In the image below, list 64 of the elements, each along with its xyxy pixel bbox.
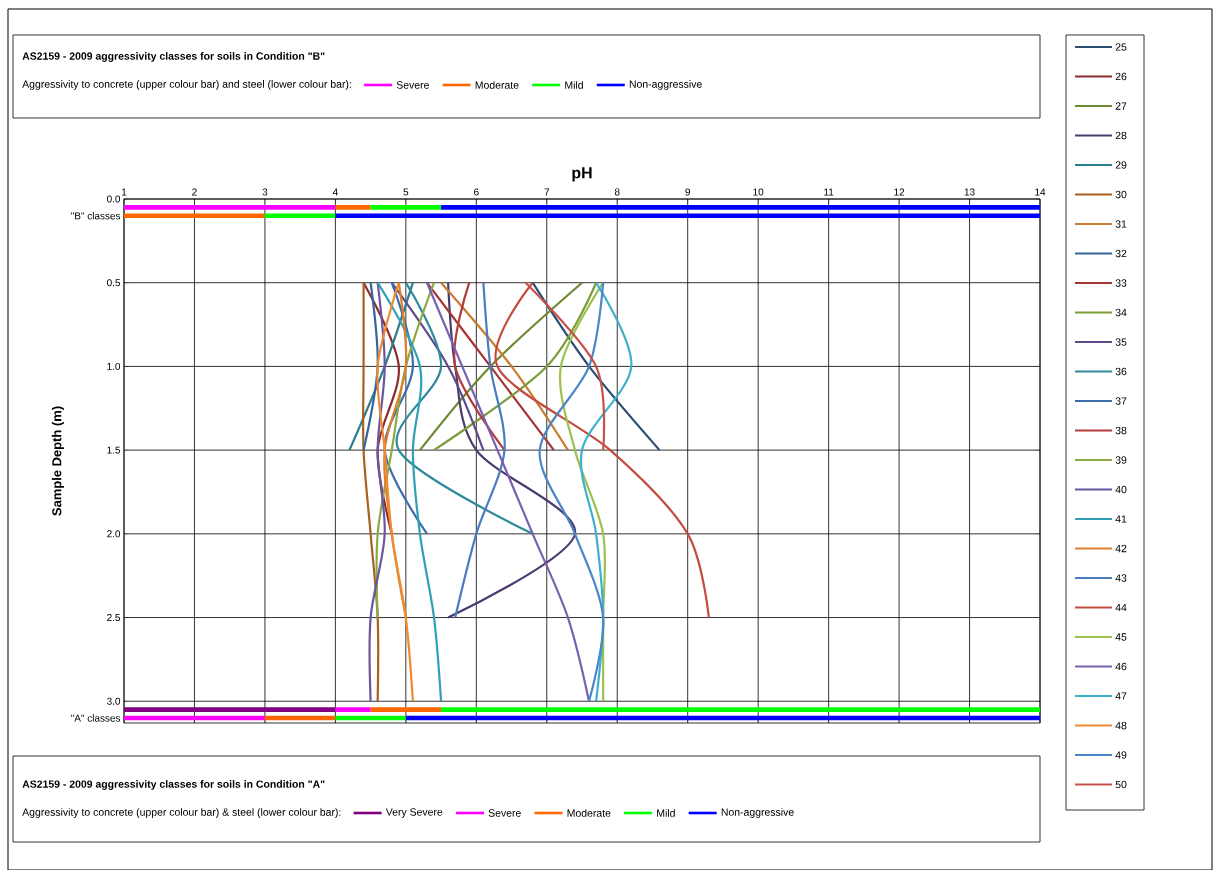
legend-label: Mild — [657, 809, 675, 817]
legend-label: 40 — [1115, 485, 1127, 494]
legend-label: 28 — [1115, 131, 1127, 140]
legend-label: 33 — [1115, 279, 1127, 287]
y-axis-title: Sample Depth (m) — [51, 406, 64, 516]
y-tick-label: 3.0 — [107, 697, 121, 705]
legend-label: 38 — [1115, 426, 1127, 435]
legend-label: 36 — [1115, 367, 1127, 376]
x-tick-label: 8 — [614, 188, 620, 196]
legend-label: 37 — [1115, 397, 1127, 405]
text: Aggressivity to concrete (upper colour bar) and steel (lower colour bar): — [22, 80, 351, 90]
y-tick-label: 2.0 — [107, 530, 121, 538]
legend-label: 49 — [1115, 751, 1127, 759]
legend-label: 34 — [1115, 308, 1127, 317]
legend-label: Non-aggressive — [721, 808, 794, 818]
x-tick-label: 7 — [544, 188, 550, 196]
legend-label: Non-aggressive — [629, 80, 702, 90]
legend-label: Mild — [565, 81, 583, 89]
x-tick-label: 10 — [753, 188, 764, 196]
x-tick-label: 6 — [474, 188, 479, 196]
legend-label: Moderate — [567, 809, 611, 817]
text: Aggressivity to concrete (upper colour bar) & steel (lower colour bar): — [22, 808, 341, 818]
legend-label: 41 — [1115, 515, 1127, 523]
legend-label: 30 — [1115, 190, 1127, 199]
x-tick-label: 12 — [894, 188, 905, 196]
y-tick-label: 1.5 — [107, 446, 121, 454]
x-axis-title: pH — [572, 167, 592, 182]
legend-label: 35 — [1115, 338, 1127, 346]
legend-label: Moderate — [475, 81, 519, 89]
x-tick-label: 11 — [824, 188, 834, 196]
x-tick-label: 14 — [1035, 188, 1046, 196]
x-tick-label: 13 — [964, 188, 975, 196]
legend-label: Severe — [488, 809, 521, 817]
text: AS2159 - 2009 aggressivity classes for soils in Condition "B" — [22, 52, 325, 62]
x-tick-label: 3 — [262, 188, 268, 196]
legend-label: 46 — [1115, 662, 1127, 671]
legend-label: 39 — [1115, 456, 1127, 464]
legend-label: 45 — [1115, 633, 1127, 641]
legend-label: 32 — [1115, 249, 1127, 258]
y-tick-label: 0.0 — [107, 195, 121, 203]
legend-label: 48 — [1115, 721, 1127, 730]
legend-label: 25 — [1115, 43, 1127, 51]
legend-label: 27 — [1115, 102, 1127, 110]
text: AS2159 - 2009 aggressivity classes for soils in Condition "A" — [22, 780, 325, 790]
legend-label: 50 — [1115, 780, 1127, 789]
y-tick-label: 0.5 — [107, 279, 121, 287]
x-tick-label: 5 — [403, 188, 409, 196]
legend-label: 43 — [1115, 574, 1127, 582]
y-tick-label: "B" classes — [71, 212, 121, 220]
legend-label: Very Severe — [385, 808, 443, 818]
legend-label: 31 — [1115, 220, 1127, 228]
legend-label: 29 — [1115, 161, 1127, 169]
y-tick-label: 1.0 — [107, 362, 121, 370]
legend-label: 44 — [1115, 603, 1127, 612]
x-tick-label: 1 — [122, 188, 127, 196]
legend-label: 42 — [1115, 544, 1127, 553]
legend-label: 26 — [1115, 72, 1127, 81]
x-tick-label: 2 — [192, 188, 197, 196]
y-tick-label: 2.5 — [107, 614, 121, 622]
x-tick-label: 9 — [685, 188, 691, 196]
x-tick-label: 4 — [332, 188, 338, 196]
legend-label: Severe — [396, 81, 429, 89]
y-tick-label: "A" classes — [71, 714, 121, 722]
legend-label: 47 — [1115, 692, 1127, 700]
